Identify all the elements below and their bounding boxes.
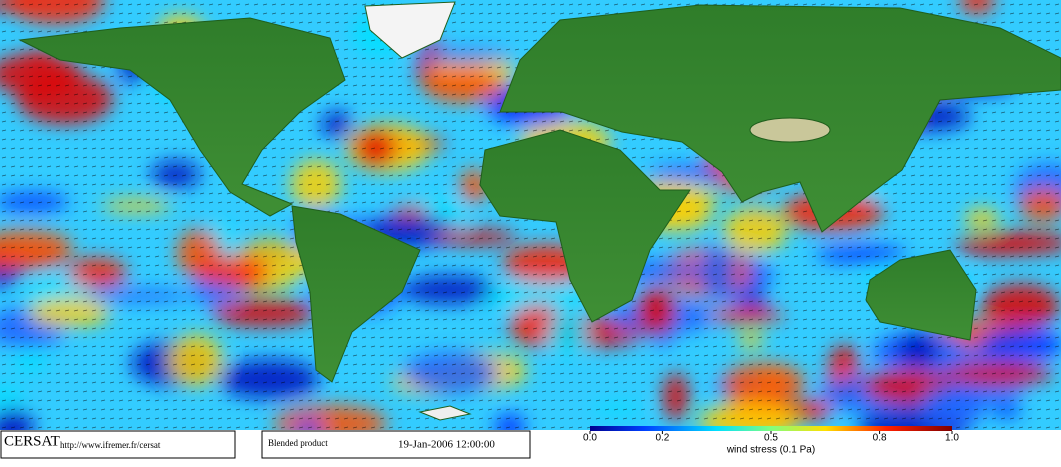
color-bar-tick-label: 0.2	[655, 433, 669, 444]
color-bar-tick-label: 0.5	[764, 433, 778, 444]
continents	[18, 1, 1061, 421]
color-bar-tick-label: 0.0	[583, 433, 597, 444]
australia	[865, 249, 977, 341]
color-bar-title: wind stress (0.1 Pa)	[726, 445, 815, 456]
logo: CERSAT	[4, 433, 60, 449]
color-bar-tick-label: 0.8	[873, 433, 887, 444]
south-america	[291, 205, 421, 383]
color-bar-tick-label: 1.0	[945, 433, 959, 444]
color-bar	[590, 426, 952, 431]
north-america	[18, 17, 346, 217]
timestamp: 19-Jan-2006 12:00:00	[398, 439, 495, 451]
antarctica-edge	[418, 405, 472, 421]
logo-box	[0, 430, 236, 459]
greenland	[364, 1, 456, 59]
url: http://www.ifremer.fr/cersat	[60, 440, 161, 450]
product: Blended product	[268, 438, 328, 448]
africa	[479, 129, 691, 323]
product-box	[261, 430, 531, 459]
tibet-plateau	[749, 117, 831, 143]
